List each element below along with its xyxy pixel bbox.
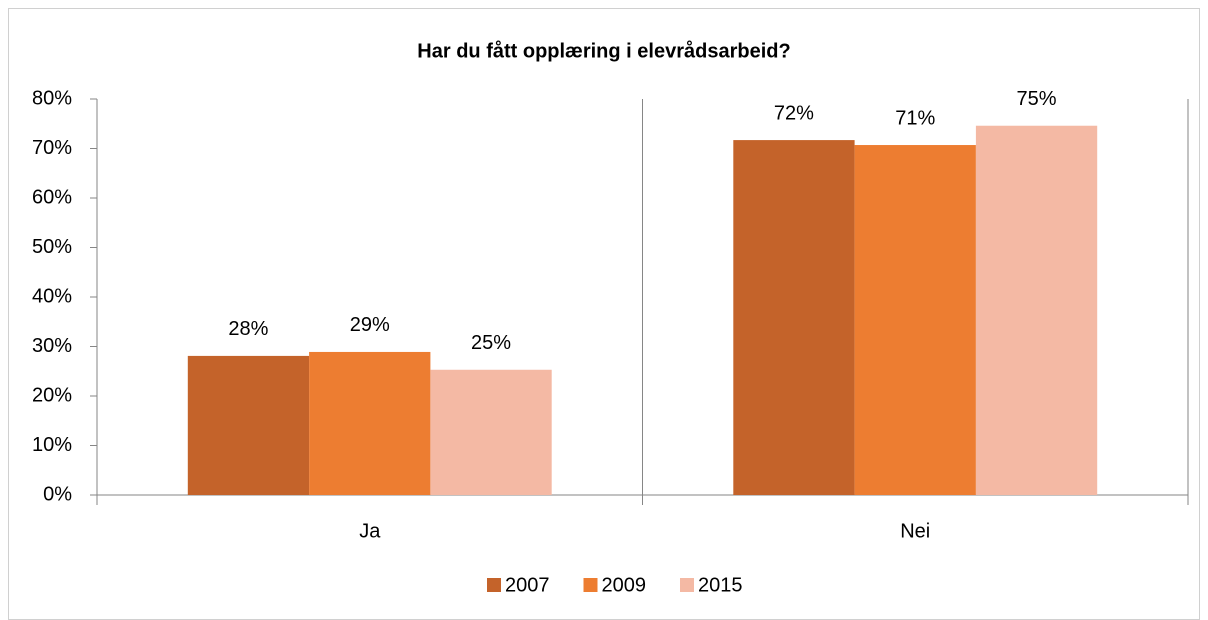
data-label: 28% <box>228 318 268 340</box>
legend-swatch <box>680 578 694 592</box>
x-tick-label: Ja <box>359 520 381 542</box>
data-label: 75% <box>1017 88 1057 110</box>
bar <box>854 145 976 495</box>
legend-label: 2007 <box>505 574 550 596</box>
data-label: 25% <box>471 332 511 354</box>
y-tick-label: 50% <box>32 236 72 258</box>
data-label: 72% <box>774 102 814 124</box>
y-tick-label: 80% <box>32 87 72 109</box>
legend-swatch <box>583 578 598 592</box>
y-tick-label: 70% <box>32 137 72 159</box>
legend-label: 2015 <box>698 574 743 596</box>
legend-label: 2009 <box>602 574 647 596</box>
y-tick-label: 30% <box>32 335 72 357</box>
y-tick-label: 10% <box>32 434 72 456</box>
data-label: 29% <box>350 314 390 336</box>
y-tick-label: 60% <box>32 186 72 208</box>
bar <box>430 369 552 495</box>
bar <box>309 351 431 495</box>
x-tick-label: Nei <box>900 520 930 542</box>
bar <box>187 355 310 495</box>
data-label: 71% <box>895 107 935 129</box>
y-tick-label: 20% <box>32 384 72 406</box>
bar <box>733 140 855 495</box>
legend-swatch <box>487 578 501 592</box>
y-tick-label: 40% <box>32 285 72 307</box>
chart-title: Har du fått opplæring i elevrådsarbeid? <box>417 39 790 62</box>
bar <box>975 125 1098 495</box>
y-tick-label: 0% <box>43 483 72 505</box>
